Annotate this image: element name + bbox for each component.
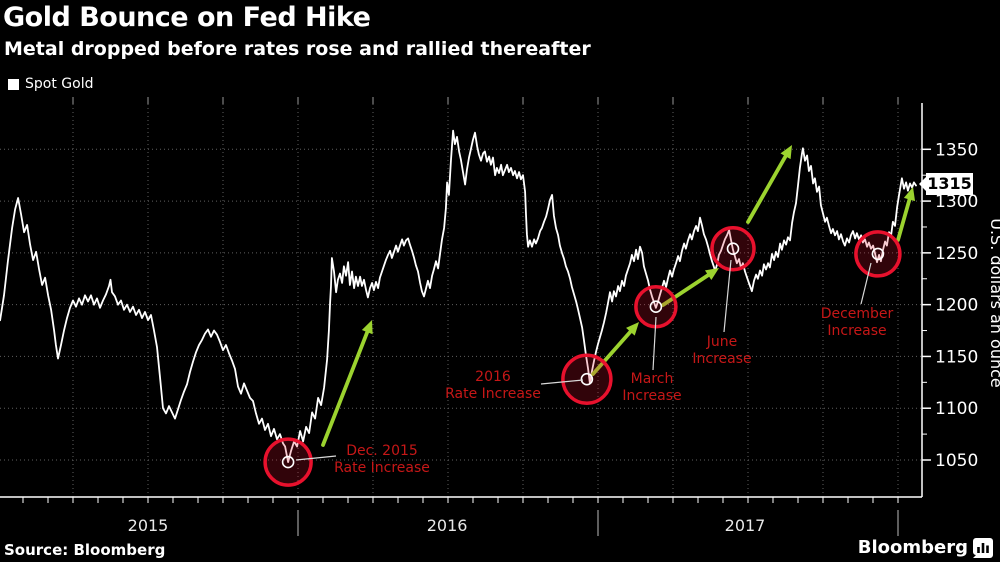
y-axis-tick-label: 1250 [935,244,978,264]
rally-arrow-shaft [746,151,789,224]
x-axis-tick-label: 2017 [725,516,766,535]
legend-swatch-icon [8,78,19,90]
label-connector [540,379,584,385]
event-point-marker [649,300,663,314]
source-attribution: Source: Bloomberg [4,541,166,559]
y-axis-tick-label: 1300 [935,192,978,212]
rally-arrow-shaft [591,327,635,376]
rate-hike-circle [854,230,902,278]
rally-arrowhead-icon [780,145,792,160]
rally-arrow-shaft [661,271,713,307]
last-price-value: 1315 [927,174,972,193]
rally-arrowhead-icon [361,320,373,335]
legend: Spot Gold [8,76,93,92]
rally-arrowhead-icon [626,322,639,336]
event-point-marker [580,372,594,386]
label-connector [652,316,657,371]
rate-hike-circle [710,225,756,272]
annotation-line: December [820,306,894,322]
y-axis-title: U.S. dollars an ounce [987,218,1000,388]
event-point-marker [726,242,740,256]
last-price-tag: 1315 [919,173,973,195]
rally-arrow-shaft [896,194,913,242]
x-axis-tick-label: 2016 [427,516,468,535]
annotation-line: Dec. 2015 [346,443,418,459]
annotation-line: June [706,334,738,350]
tag-pointer-icon [919,177,926,191]
annotation-label-june-2017: June Increase [692,334,751,367]
annotation-line: Rate Increase [445,385,541,402]
chart-subtitle: Metal dropped before rates rose and rall… [4,38,591,60]
y-axis-tick-label: 1100 [935,399,978,419]
annotation-line: March [630,371,674,387]
label-connector [860,262,872,305]
bloomberg-wordmark: Bloomberg [857,537,968,558]
x-axis-tick-label: 2015 [128,516,169,535]
annotation-line: Increase [692,350,752,367]
y-axis-tick-label: 1200 [935,296,978,316]
label-connector [295,455,337,461]
bloomberg-logo: Bloomberg [858,537,993,558]
rally-arrowhead-icon [704,268,719,281]
annotation-line: Rate Increase [334,459,430,476]
page-title: Gold Bounce on Fed Hike [3,2,371,33]
annotation-label-dec-2015: Dec. 2015 Rate Increase [334,443,430,476]
event-point-marker [281,455,295,469]
legend-label: Spot Gold [25,76,94,92]
rally-arrowhead-icon [903,187,916,202]
rally-arrow-shaft [321,327,371,447]
bloomberg-terminal-icon [973,537,993,558]
event-point-marker [871,247,885,261]
annotation-line: Increase [622,387,682,404]
annotation-label-2016: 2016 Rate Increase [445,369,541,402]
annotation-label-march-2017: March Increase [622,371,681,404]
price-line [0,129,917,464]
y-axis-tick-label: 1050 [935,451,978,471]
annotation-line: Increase [827,322,887,339]
y-axis-tick-label: 1350 [935,140,978,160]
rate-hike-circle [561,353,613,405]
label-connector [723,259,732,333]
rate-hike-circle [263,437,313,487]
y-axis-tick-label: 1150 [935,347,978,367]
annotation-label-december-2017: December Increase [821,306,894,339]
annotation-line: 2016 [475,369,511,385]
